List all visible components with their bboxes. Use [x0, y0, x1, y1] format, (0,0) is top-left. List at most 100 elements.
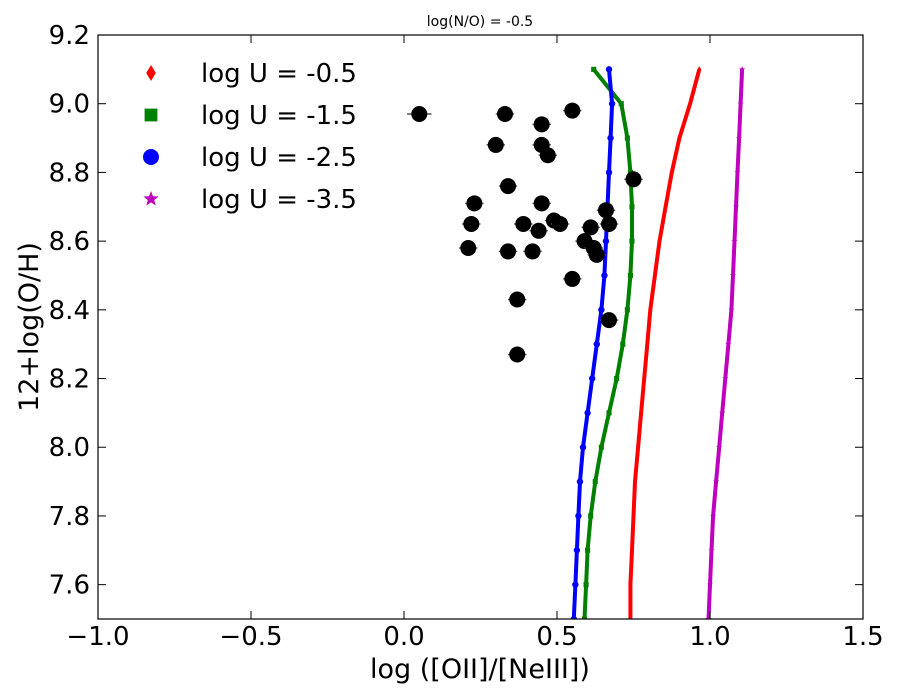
series-point	[624, 135, 630, 141]
series-point	[734, 169, 741, 175]
series-point	[570, 615, 578, 619]
data-point	[500, 178, 517, 195]
data-point	[552, 215, 569, 232]
series-point	[688, 100, 693, 107]
legend-marker	[143, 149, 159, 165]
data-point	[533, 195, 550, 212]
series-point	[653, 272, 657, 279]
legend-label: log U = -2.5	[201, 143, 357, 173]
series-point	[579, 444, 587, 451]
series-point	[593, 340, 600, 348]
data-point	[463, 215, 480, 232]
series-point	[645, 340, 650, 348]
series-point	[627, 272, 633, 279]
series-point	[630, 547, 634, 554]
chart-title: log(N/O) = -0.5	[427, 14, 533, 30]
series-point	[706, 581, 714, 588]
series-point	[648, 306, 653, 314]
series-point	[573, 547, 581, 554]
series-point	[628, 581, 633, 588]
series-point	[663, 203, 668, 210]
data-point	[564, 102, 581, 119]
data-point	[466, 195, 483, 212]
series-point	[606, 410, 612, 416]
series-point	[633, 478, 637, 485]
data-point	[509, 346, 526, 363]
series-point	[731, 237, 738, 244]
data-point	[500, 243, 517, 260]
x-axis-label: log ([OII]/[NeIII])	[370, 654, 590, 685]
series-point	[739, 66, 746, 72]
data-point	[530, 222, 547, 239]
series-point	[642, 375, 647, 382]
y-tick-label: 8.8	[49, 158, 90, 188]
series-point	[592, 479, 598, 485]
series-point	[669, 169, 674, 176]
series-point	[581, 616, 588, 619]
data-point	[509, 291, 526, 308]
data-point	[588, 246, 605, 263]
y-tick-label: 7.6	[49, 571, 90, 601]
ticks-layer: −1.0 −0.5 0.0 0.5 1.0 1.5 7.6 7.8 8.0 8.2 8.4 8.6 8.…	[49, 21, 884, 652]
x-tick-label: −1.0	[66, 622, 129, 652]
series-point	[629, 238, 635, 244]
series-point	[710, 512, 717, 519]
series-point	[657, 237, 662, 245]
series-point	[722, 375, 729, 382]
series-point	[588, 375, 596, 382]
data-point	[539, 147, 556, 164]
legend-label: log U = -3.5	[201, 185, 357, 215]
x-tick-label: 1.5	[842, 622, 883, 652]
series-point	[576, 478, 584, 485]
y-tick-label: 9.2	[49, 21, 90, 51]
series-point	[588, 513, 594, 519]
data-point	[487, 136, 504, 153]
series-point	[618, 101, 624, 107]
series-point	[602, 237, 610, 245]
series-point	[725, 340, 732, 347]
y-tick-label: 8.6	[49, 227, 90, 257]
plot-frame	[97, 34, 864, 620]
y-tick-label: 8.4	[49, 296, 90, 326]
series-point	[708, 547, 715, 553]
series-point	[713, 478, 720, 485]
series-point	[575, 512, 582, 520]
data-point	[496, 106, 513, 123]
data-point	[564, 270, 581, 287]
y-tick-label: 8.0	[49, 433, 90, 463]
series-point	[729, 272, 736, 279]
series-point	[737, 100, 744, 107]
series-point	[614, 375, 620, 382]
data-point	[460, 239, 477, 256]
series-point	[607, 134, 614, 142]
series-point	[620, 341, 626, 347]
series-layer	[570, 66, 746, 619]
series-point	[585, 547, 591, 553]
series-point	[629, 204, 635, 210]
series-point	[572, 581, 579, 588]
series-point	[605, 66, 613, 73]
series-point	[636, 444, 641, 451]
x-tick-label: 0.5	[536, 622, 577, 652]
data-point	[597, 202, 614, 219]
series-point	[628, 615, 633, 619]
series-point	[598, 306, 605, 314]
legend-marker	[144, 108, 158, 122]
observations-layer	[407, 102, 643, 363]
series-point	[608, 100, 616, 107]
series-point	[591, 66, 597, 72]
legend-marker	[146, 65, 156, 81]
y-tick-label: 9.0	[49, 90, 90, 120]
legend-marker	[143, 191, 159, 206]
series-point	[605, 169, 613, 176]
legend-label: log U = -0.5	[201, 59, 357, 89]
data-point	[524, 243, 541, 260]
series-point	[677, 134, 682, 142]
data-point	[601, 215, 618, 232]
data-point	[533, 116, 550, 133]
x-tick-label: 0.0	[383, 622, 424, 652]
series-point	[584, 409, 591, 417]
data-point	[515, 215, 532, 232]
